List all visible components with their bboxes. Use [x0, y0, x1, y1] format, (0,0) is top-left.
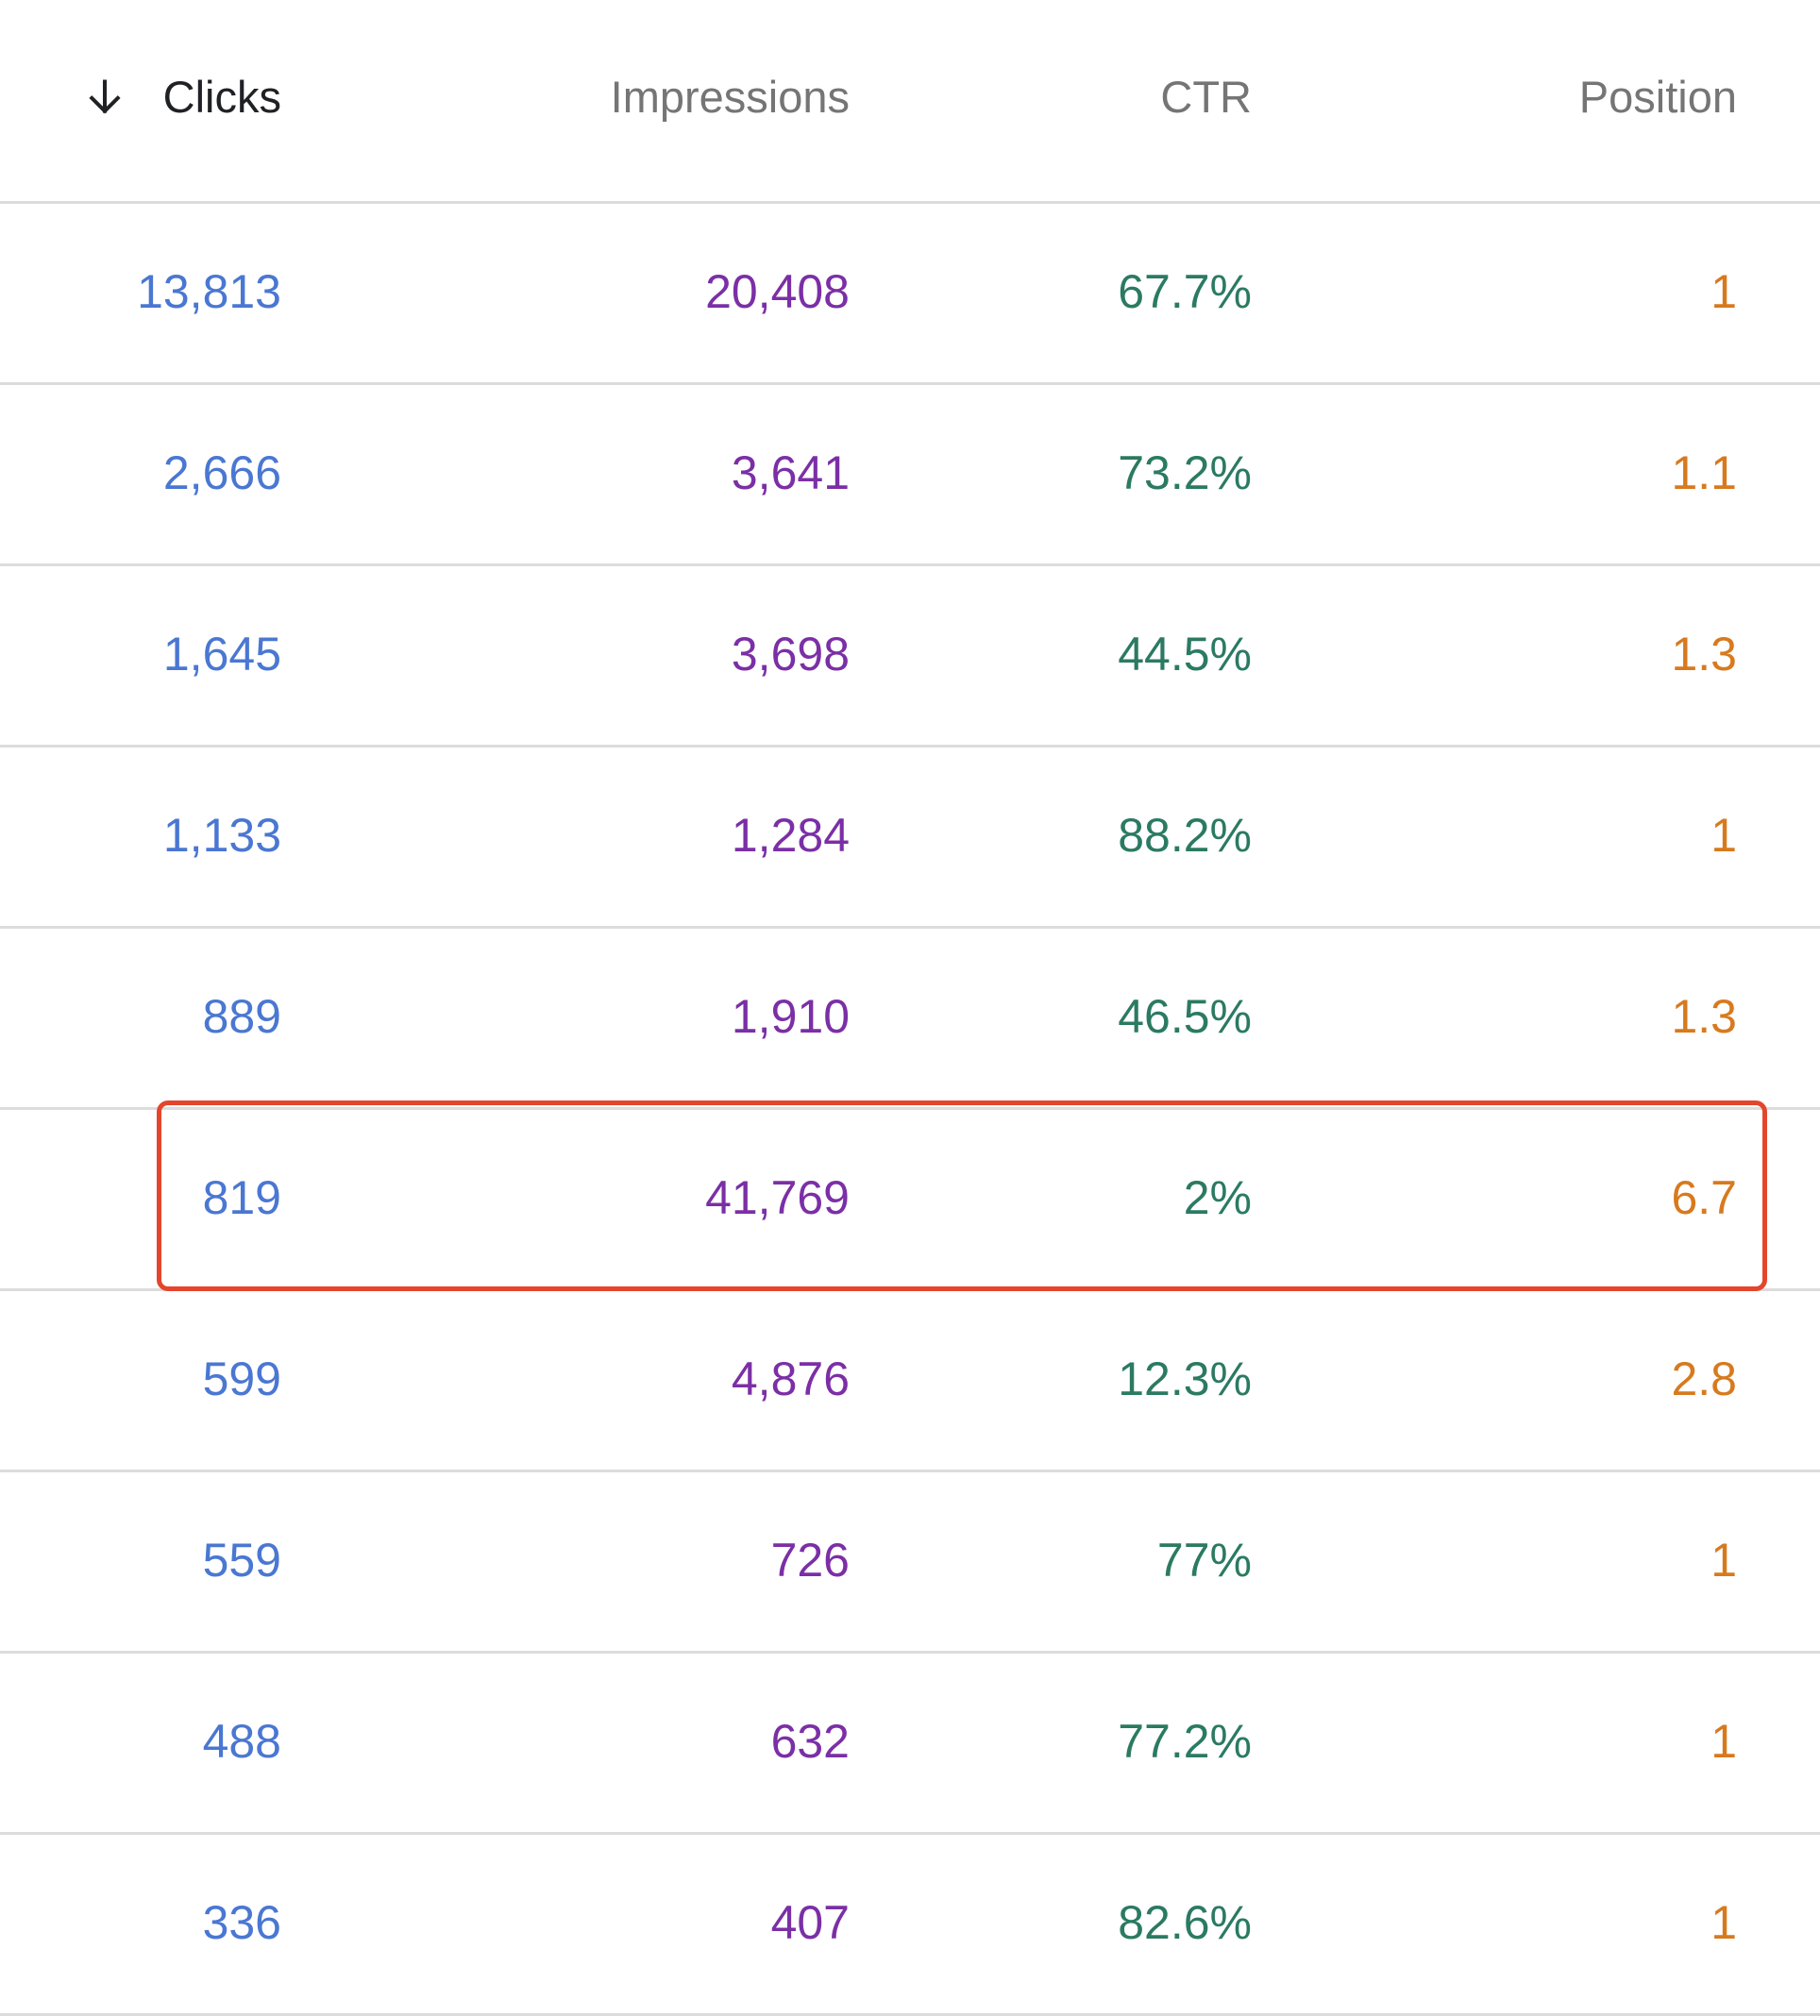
cell-clicks: 2,666	[162, 446, 281, 499]
cell-clicks: 599	[202, 1352, 281, 1405]
column-header-clicks[interactable]: Clicks	[84, 75, 281, 122]
cell-clicks: 819	[202, 1171, 281, 1224]
cell-impressions: 20,408	[705, 265, 850, 318]
cell-clicks: 488	[202, 1715, 281, 1768]
cell-position: 1.3	[1671, 628, 1737, 680]
cell-impressions: 3,698	[731, 628, 850, 680]
cell-ctr: 77.2%	[1118, 1715, 1252, 1768]
cell-impressions: 407	[770, 1896, 850, 1949]
column-header-position[interactable]: Position	[1578, 72, 1737, 122]
cell-position: 1	[1710, 1534, 1737, 1587]
table-header-row: Clicks Impressions CTR Position	[0, 0, 1820, 204]
cell-ctr: 12.3%	[1118, 1352, 1252, 1405]
cell-impressions: 1,284	[731, 809, 850, 862]
cell-ctr: 67.7%	[1118, 265, 1252, 318]
column-header-clicks-label: Clicks	[162, 72, 281, 122]
table-row[interactable]: 599 4,876 12.3% 2.8	[0, 1291, 1820, 1472]
cell-impressions: 3,641	[731, 446, 850, 499]
cell-clicks: 336	[202, 1896, 281, 1949]
cell-ctr: 73.2%	[1118, 446, 1252, 499]
cell-position: 1.3	[1671, 990, 1737, 1043]
table-row[interactable]: 559 726 77% 1	[0, 1472, 1820, 1654]
table-row[interactable]: 889 1,910 46.5% 1.3	[0, 929, 1820, 1110]
table-row[interactable]: 336 407 82.6% 1	[0, 1835, 1820, 2016]
cell-position: 1	[1710, 1715, 1737, 1768]
table-row[interactable]: 488 632 77.2% 1	[0, 1654, 1820, 1835]
cell-clicks: 1,645	[162, 628, 281, 680]
cell-position: 6.7	[1671, 1171, 1737, 1224]
cell-ctr: 44.5%	[1118, 628, 1252, 680]
cell-impressions: 4,876	[731, 1352, 850, 1405]
cell-position: 1.1	[1671, 446, 1737, 499]
cell-impressions: 41,769	[705, 1171, 850, 1224]
cell-clicks: 13,813	[137, 265, 281, 318]
cell-clicks: 889	[202, 990, 281, 1043]
cell-impressions: 726	[770, 1534, 850, 1587]
table-row[interactable]: 819 41,769 2% 6.7	[0, 1110, 1820, 1291]
cell-position: 2.8	[1671, 1352, 1737, 1405]
cell-ctr: 2%	[1183, 1171, 1252, 1224]
arrow-down-icon[interactable]	[84, 76, 126, 118]
cell-position: 1	[1710, 809, 1737, 862]
cell-position: 1	[1710, 265, 1737, 318]
table-row[interactable]: 13,813 20,408 67.7% 1	[0, 204, 1820, 385]
cell-ctr: 82.6%	[1118, 1896, 1252, 1949]
cell-ctr: 46.5%	[1118, 990, 1252, 1043]
cell-impressions: 632	[770, 1715, 850, 1768]
cell-clicks: 559	[202, 1534, 281, 1587]
cell-position: 1	[1710, 1896, 1737, 1949]
table-row[interactable]: 1,645 3,698 44.5% 1.3	[0, 566, 1820, 748]
column-header-impressions[interactable]: Impressions	[610, 72, 850, 122]
cell-clicks: 1,133	[162, 809, 281, 862]
column-header-ctr[interactable]: CTR	[1160, 72, 1252, 122]
table-row[interactable]: 1,133 1,284 88.2% 1	[0, 748, 1820, 929]
cell-ctr: 77%	[1156, 1534, 1252, 1587]
cell-impressions: 1,910	[731, 990, 850, 1043]
cell-ctr: 88.2%	[1118, 809, 1252, 862]
table-row[interactable]: 2,666 3,641 73.2% 1.1	[0, 385, 1820, 566]
